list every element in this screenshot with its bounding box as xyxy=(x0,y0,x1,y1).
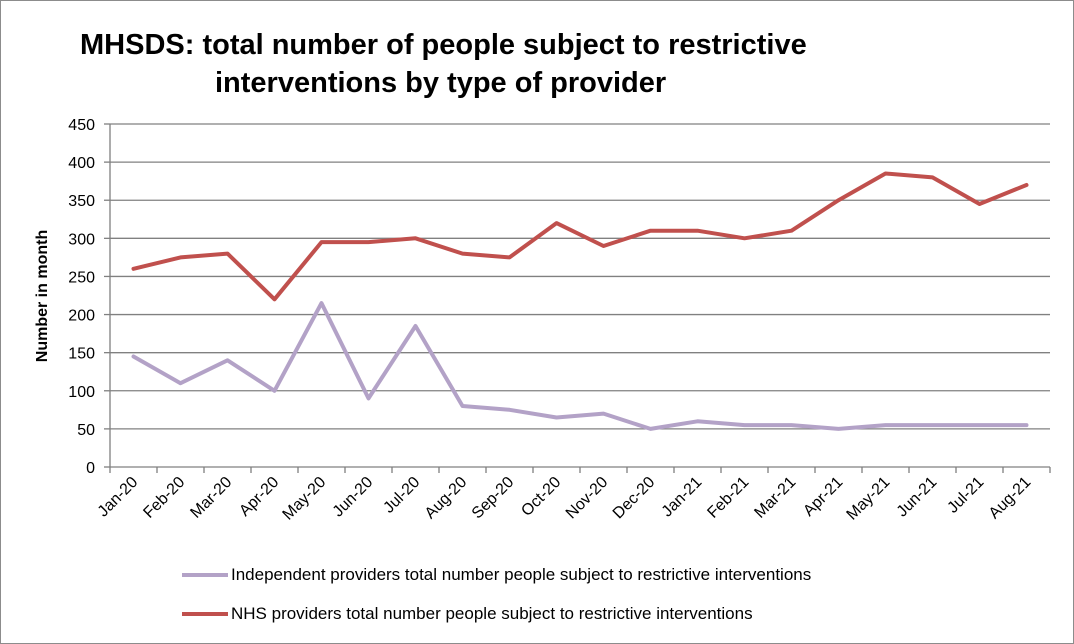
x-tick-label: Apr-20 xyxy=(236,474,282,520)
y-tick-label: 150 xyxy=(68,346,95,363)
x-tick-label: Jan-20 xyxy=(95,474,142,521)
x-tick-label: Mar-20 xyxy=(187,474,235,522)
x-tick-label: Sep-20 xyxy=(469,474,518,523)
y-tick-label: 250 xyxy=(68,269,95,286)
x-tick-label: Oct-20 xyxy=(518,474,564,520)
series-line-0 xyxy=(131,301,1029,431)
series-lines xyxy=(131,171,1029,431)
x-tick-label: Dec-20 xyxy=(610,474,659,523)
x-tick-label: Nov-20 xyxy=(563,474,612,523)
y-axis-label: Number in month xyxy=(34,230,51,362)
x-tick-label: Jan-21 xyxy=(659,474,706,521)
legend-swatch-independent xyxy=(182,573,228,577)
x-tick-label: Jun-21 xyxy=(894,474,941,521)
x-tick-label: Jul-21 xyxy=(944,474,987,517)
y-tick-label: 350 xyxy=(68,193,95,210)
x-tick-label: May-20 xyxy=(280,474,330,524)
chart-title-line2: interventions by type of provider xyxy=(215,67,667,99)
x-tick-label: Jul-20 xyxy=(380,474,423,517)
x-tick-label: May-21 xyxy=(844,474,894,524)
y-tick-label: 100 xyxy=(68,384,95,401)
y-tick-label: 200 xyxy=(68,308,95,325)
x-tick-label: Feb-20 xyxy=(140,474,188,522)
x-tick-label: Aug-20 xyxy=(422,474,471,523)
x-tick-label: Aug-21 xyxy=(986,474,1035,523)
y-tick-labels: 0 50 100 150 200 250 300 350 400 450 xyxy=(68,117,95,477)
series-line-1 xyxy=(131,171,1029,302)
gridlines xyxy=(110,123,1050,430)
x-tick-label: Feb-21 xyxy=(704,474,752,522)
axes xyxy=(104,123,1051,473)
legend-item-independent: Independent providers total number peopl… xyxy=(182,565,811,585)
y-tick-label: 300 xyxy=(68,231,95,248)
y-tick-label: 0 xyxy=(86,460,95,477)
x-tick-label: Jun-20 xyxy=(330,474,377,521)
legend-item-nhs: NHS providers total number people subjec… xyxy=(182,604,753,624)
chart-title-line1: MHSDS: total number of people subject to… xyxy=(80,29,807,61)
legend-label-nhs: NHS providers total number people subjec… xyxy=(231,604,753,623)
y-tick-label: 450 xyxy=(68,117,95,134)
y-tick-label: 50 xyxy=(77,422,95,439)
legend-label-independent: Independent providers total number peopl… xyxy=(231,565,812,584)
x-tick-label: Apr-21 xyxy=(800,474,846,520)
legend-swatch-nhs xyxy=(182,612,228,616)
y-tick-label: 400 xyxy=(68,155,95,172)
chart-title: MHSDS: total number of people subject to… xyxy=(40,26,860,102)
x-tick-label: Mar-21 xyxy=(751,474,799,522)
